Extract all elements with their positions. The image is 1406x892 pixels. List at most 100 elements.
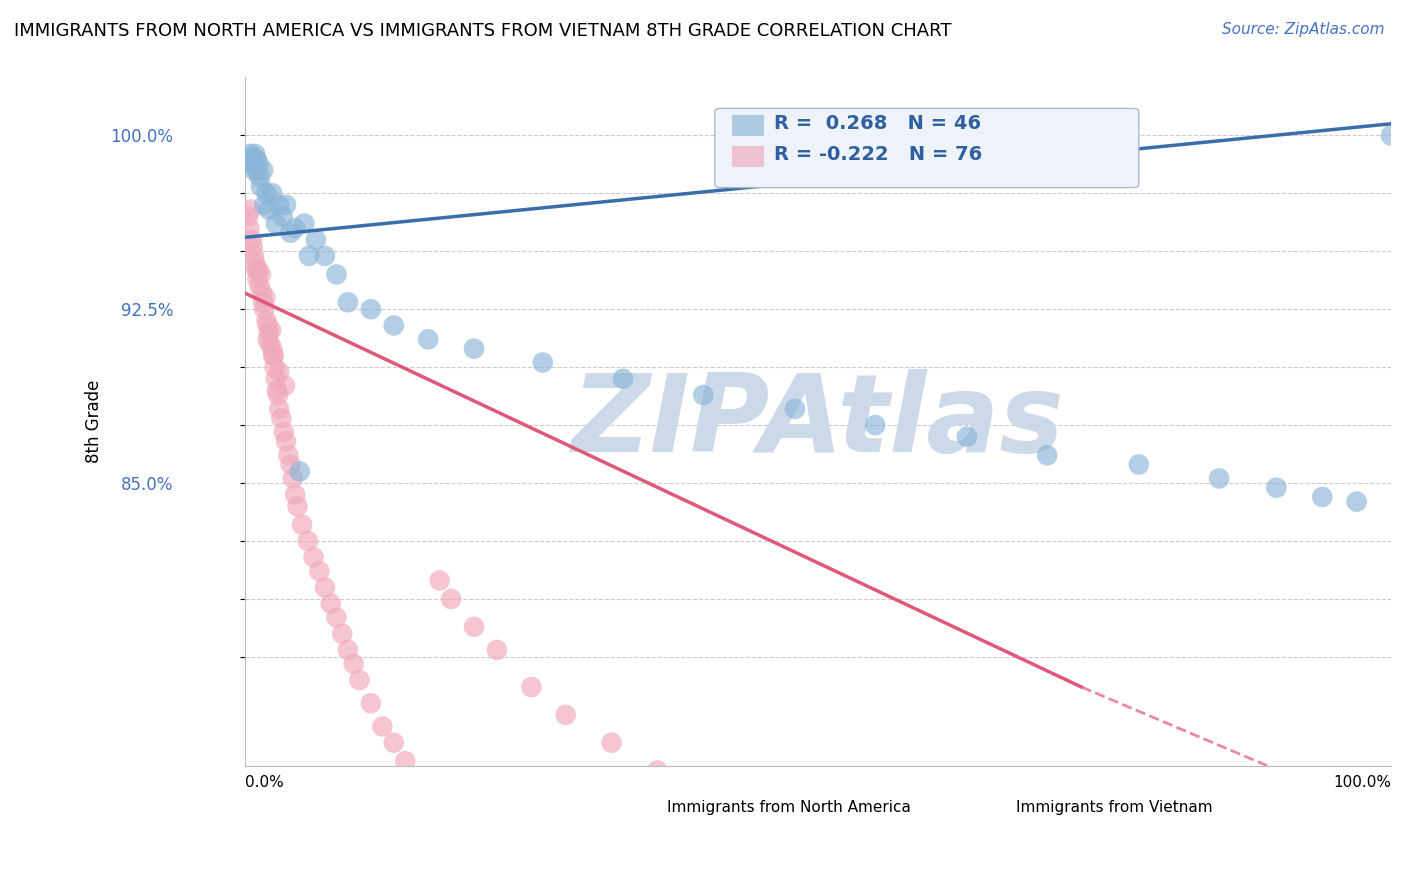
Point: [531, 355, 554, 369]
Point: [257, 326, 280, 340]
Point: [242, 156, 264, 170]
Point: [242, 240, 264, 254]
Point: [245, 262, 267, 277]
Point: [418, 789, 440, 803]
Point: [252, 163, 274, 178]
Point: [314, 249, 336, 263]
Point: [239, 147, 262, 161]
Point: [250, 179, 273, 194]
Point: [266, 384, 288, 398]
Point: [280, 226, 302, 240]
Point: [284, 221, 307, 235]
FancyBboxPatch shape: [733, 146, 763, 167]
Point: [325, 610, 347, 624]
Point: [274, 198, 297, 212]
Point: [360, 302, 382, 317]
Point: [277, 448, 299, 462]
Point: [249, 279, 271, 293]
Point: [267, 388, 290, 402]
Point: [463, 620, 485, 634]
Point: [269, 401, 291, 416]
FancyBboxPatch shape: [979, 798, 1007, 817]
FancyBboxPatch shape: [714, 109, 1139, 187]
Point: [269, 198, 291, 212]
Point: [1265, 481, 1288, 495]
Point: [243, 147, 266, 161]
Text: IMMIGRANTS FROM NORTH AMERICA VS IMMIGRANTS FROM VIETNAM 8TH GRADE CORRELATION C: IMMIGRANTS FROM NORTH AMERICA VS IMMIGRA…: [14, 22, 952, 40]
Point: [256, 314, 278, 328]
Point: [250, 285, 273, 300]
Point: [1208, 471, 1230, 485]
Point: [269, 365, 291, 379]
Point: [429, 574, 451, 588]
Point: [612, 372, 634, 386]
Point: [260, 323, 283, 337]
Point: [302, 550, 325, 565]
Text: R =  0.268   N = 46: R = 0.268 N = 46: [775, 114, 981, 133]
Point: [485, 643, 508, 657]
Point: [382, 318, 405, 333]
Point: [418, 332, 440, 346]
Point: [280, 458, 302, 472]
Text: R = -0.222   N = 76: R = -0.222 N = 76: [775, 145, 983, 164]
Point: [298, 249, 321, 263]
Point: [281, 471, 304, 485]
Point: [253, 198, 276, 212]
Point: [284, 488, 307, 502]
Point: [239, 202, 262, 217]
Point: [330, 626, 353, 640]
Point: [360, 696, 382, 710]
Point: [336, 295, 359, 310]
Point: [262, 186, 284, 201]
Point: [314, 580, 336, 594]
Point: [238, 210, 260, 224]
Point: [259, 337, 281, 351]
Point: [246, 272, 269, 286]
Point: [270, 411, 292, 425]
Point: [274, 434, 297, 449]
Point: [956, 430, 979, 444]
Point: [263, 360, 285, 375]
Point: [238, 221, 260, 235]
Point: [256, 332, 278, 346]
Point: [292, 217, 315, 231]
Point: [305, 233, 328, 247]
Point: [240, 152, 263, 166]
Point: [349, 673, 371, 687]
Point: [288, 465, 311, 479]
Point: [394, 754, 416, 768]
Point: [325, 268, 347, 282]
Point: [319, 597, 342, 611]
Point: [262, 349, 284, 363]
Point: [257, 202, 280, 217]
Point: [287, 500, 309, 514]
Point: [247, 156, 270, 170]
Point: [692, 388, 714, 402]
Point: [240, 233, 263, 247]
Point: [245, 152, 267, 166]
Point: [807, 835, 830, 849]
Y-axis label: 8th Grade: 8th Grade: [86, 380, 103, 463]
Point: [253, 302, 276, 317]
Point: [308, 564, 330, 578]
Point: [271, 210, 294, 224]
Point: [264, 217, 287, 231]
Point: [382, 736, 405, 750]
Point: [291, 517, 314, 532]
Point: [692, 789, 714, 803]
Point: [405, 772, 427, 787]
Point: [250, 268, 273, 282]
Point: [749, 819, 772, 833]
Point: [256, 186, 278, 201]
Point: [273, 425, 295, 439]
Point: [440, 591, 463, 606]
Point: [243, 256, 266, 270]
Point: [297, 534, 319, 549]
Text: 100.0%: 100.0%: [1333, 775, 1391, 790]
Point: [238, 156, 260, 170]
Point: [256, 318, 278, 333]
Point: [264, 372, 287, 386]
Text: Immigrants from North America: Immigrants from North America: [666, 799, 911, 814]
Point: [863, 418, 886, 433]
Point: [336, 643, 359, 657]
